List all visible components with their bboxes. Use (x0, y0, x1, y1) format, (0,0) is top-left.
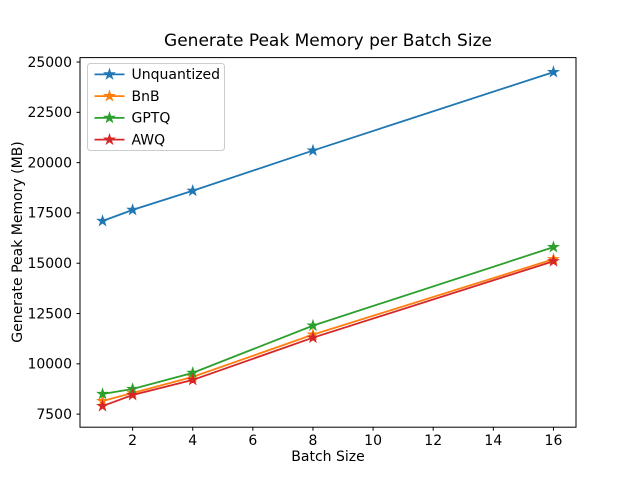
series-line (101, 260, 555, 407)
x-tick-label: 4 (188, 433, 197, 449)
y-axis-label: Generate Peak Memory (MB) (10, 141, 26, 343)
legend-label: Unquantized (132, 67, 221, 83)
chart-title: Generate Peak Memory per Batch Size (164, 31, 492, 51)
series-bnb (96, 252, 560, 407)
legend-box (87, 63, 225, 151)
legend-star-icon (103, 89, 116, 102)
legend-star-icon (103, 111, 116, 124)
x-tick-label: 6 (248, 433, 257, 449)
data-point-marker (96, 387, 110, 400)
plot-area: 2 4 6 8 10 12 14 16 7500 10000 12500 15000 17500 2000… (27, 55, 577, 449)
legend-item-gptq: GPTQ (94, 111, 171, 127)
data-point-marker (306, 318, 320, 332)
legend-item-awq: AWQ (94, 132, 166, 148)
x-tick-label: 14 (484, 433, 502, 449)
x-tick-label: 8 (309, 433, 318, 449)
legend-label: BnB (132, 89, 160, 105)
data-point-marker (546, 240, 560, 253)
data-point-marker (186, 373, 200, 386)
y-tick-label: 10000 (27, 357, 72, 373)
y-axis: 7500 10000 12500 15000 17500 20000 22500 25000 (27, 55, 80, 423)
data-point-marker (306, 330, 320, 344)
x-tick-label: 2 (128, 433, 137, 449)
data-point-marker (186, 183, 200, 197)
y-tick-label: 17500 (27, 206, 72, 222)
series-unquantized (96, 65, 560, 227)
legend-star-icon (103, 67, 116, 80)
legend-star-icon (103, 132, 116, 146)
x-tick-label: 10 (364, 433, 382, 449)
legend-item-bnb: BnB (94, 89, 160, 105)
series-line (101, 246, 555, 395)
y-tick-label: 22500 (27, 105, 72, 121)
y-tick-label: 15000 (27, 256, 72, 272)
x-axis: 2 4 6 8 10 12 14 16 (128, 427, 562, 449)
y-tick-label: 12500 (27, 306, 72, 322)
x-tick-label: 12 (424, 433, 442, 449)
data-point-marker (546, 65, 560, 78)
legend-label: GPTQ (132, 111, 171, 127)
data-point-marker (96, 399, 110, 412)
data-point-marker (96, 214, 110, 227)
legend: Unquantized BnB GPTQ AWQ (87, 63, 225, 151)
legend-item-unquantized: Unquantized (94, 67, 221, 83)
y-tick-label: 25000 (27, 55, 72, 71)
legend-label: AWQ (132, 132, 166, 148)
x-axis-label: Batch Size (291, 449, 364, 465)
plot-border (79, 57, 577, 428)
x-tick-label: 16 (545, 433, 563, 449)
series-gptq (96, 240, 560, 400)
y-tick-label: 7500 (36, 407, 72, 423)
data-point-marker (126, 203, 140, 216)
y-tick-label: 20000 (27, 155, 72, 171)
series-awq (96, 254, 560, 412)
data-point-marker (306, 143, 320, 157)
data-point-marker (126, 388, 140, 401)
data-point-marker (546, 254, 560, 267)
